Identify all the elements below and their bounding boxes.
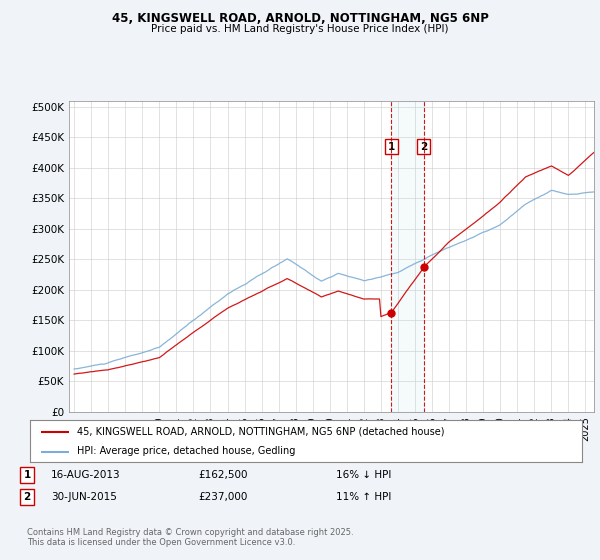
Text: 1: 1 [388,142,395,152]
Text: 1: 1 [23,470,31,480]
Text: £162,500: £162,500 [198,470,248,480]
Text: 45, KINGSWELL ROAD, ARNOLD, NOTTINGHAM, NG5 6NP: 45, KINGSWELL ROAD, ARNOLD, NOTTINGHAM, … [112,12,488,25]
Text: 2: 2 [420,142,427,152]
Text: 30-JUN-2015: 30-JUN-2015 [51,492,117,502]
Text: Contains HM Land Registry data © Crown copyright and database right 2025.
This d: Contains HM Land Registry data © Crown c… [27,528,353,547]
Text: 2: 2 [23,492,31,502]
Bar [391,101,424,412]
Text: Price paid vs. HM Land Registry's House Price Index (HPI): Price paid vs. HM Land Registry's House … [151,24,449,34]
Text: 16-AUG-2013: 16-AUG-2013 [51,470,121,480]
Text: 45, KINGSWELL ROAD, ARNOLD, NOTTINGHAM, NG5 6NP (detached house): 45, KINGSWELL ROAD, ARNOLD, NOTTINGHAM, … [77,427,445,437]
Text: 16% ↓ HPI: 16% ↓ HPI [336,470,391,480]
Text: £237,000: £237,000 [198,492,247,502]
Text: HPI: Average price, detached house, Gedling: HPI: Average price, detached house, Gedl… [77,446,295,456]
Text: 11% ↑ HPI: 11% ↑ HPI [336,492,391,502]
